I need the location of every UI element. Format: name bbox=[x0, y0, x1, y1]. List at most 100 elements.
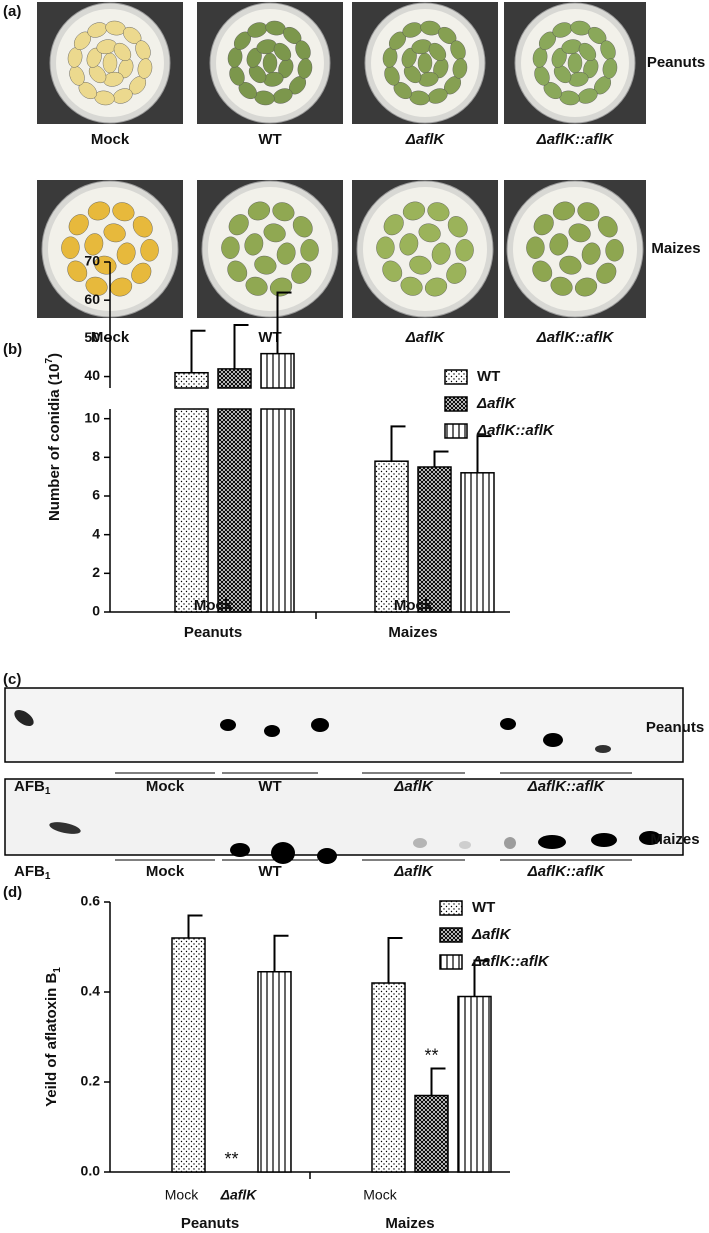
tlc-row: Maizes bbox=[650, 831, 699, 848]
seed bbox=[113, 42, 132, 61]
y-tick-label: 0.0 bbox=[81, 1163, 101, 1179]
bar bbox=[217, 368, 252, 389]
seed bbox=[273, 42, 292, 61]
legend-swatch bbox=[439, 927, 463, 943]
legend-label: WT bbox=[472, 899, 495, 916]
x-sublabel: Mock bbox=[194, 597, 233, 614]
legend-swatch bbox=[444, 423, 468, 439]
seed bbox=[228, 214, 249, 236]
seed bbox=[605, 239, 624, 262]
seed bbox=[67, 260, 88, 282]
seed bbox=[581, 242, 601, 265]
seed bbox=[292, 216, 313, 238]
y-axis-label: Number of conidia (107) bbox=[44, 353, 63, 521]
photo-caption: Mock bbox=[91, 131, 130, 148]
seed bbox=[137, 58, 153, 79]
y-tick-label: 0.6 bbox=[81, 893, 101, 909]
legend-label: ΔaflK bbox=[471, 926, 512, 943]
seed bbox=[577, 202, 600, 222]
seed bbox=[244, 233, 264, 256]
seed bbox=[85, 276, 108, 296]
seed bbox=[131, 262, 152, 284]
seed bbox=[550, 276, 573, 296]
bar bbox=[260, 408, 295, 613]
photo-caption: ΔaflK::aflK bbox=[536, 329, 615, 346]
y-label-text: Yeild of aflatoxin B bbox=[43, 973, 60, 1107]
x-sublabel: Mock bbox=[394, 597, 433, 614]
tlc-group: WT bbox=[258, 778, 281, 795]
seed bbox=[526, 236, 545, 259]
y-tick-label: 50 bbox=[84, 329, 100, 345]
y-tick-label: 6 bbox=[92, 487, 100, 503]
seed bbox=[532, 260, 553, 282]
bar bbox=[457, 995, 492, 1173]
y-tick-label: 60 bbox=[84, 291, 100, 307]
seed bbox=[112, 202, 135, 222]
tlc-group: Mock bbox=[146, 863, 185, 880]
seed bbox=[245, 276, 268, 296]
y-tick-label: 0 bbox=[92, 603, 100, 619]
tlc-group: WT bbox=[258, 863, 281, 880]
bar bbox=[217, 408, 252, 613]
tlc-group: ΔaflK::aflK bbox=[527, 863, 606, 880]
seed bbox=[447, 216, 468, 238]
photo-caption: ΔaflK::aflK bbox=[536, 131, 615, 148]
y-label-sub: 1 bbox=[52, 967, 63, 973]
tlc-group: ΔaflK bbox=[393, 778, 434, 795]
category-label: Maizes bbox=[388, 624, 437, 641]
bar bbox=[460, 472, 495, 613]
seed bbox=[409, 255, 432, 275]
legend-swatch bbox=[444, 396, 468, 412]
marker-text: AFB bbox=[14, 778, 45, 795]
seed bbox=[140, 239, 159, 262]
y-tick-label: 4 bbox=[92, 525, 100, 541]
tlc-group: Mock bbox=[146, 778, 185, 795]
bar bbox=[174, 408, 209, 613]
seed bbox=[103, 223, 126, 243]
category-label: Peanuts bbox=[184, 624, 242, 641]
seed bbox=[574, 277, 598, 297]
y-tick-label: 2 bbox=[92, 564, 100, 580]
seed bbox=[567, 52, 583, 74]
marker-text: AFB bbox=[14, 863, 45, 880]
panel-label: (a) bbox=[3, 3, 21, 20]
tlc-plate bbox=[4, 687, 684, 763]
y-tick-label: 0.2 bbox=[81, 1073, 101, 1089]
y-tick-label: 40 bbox=[84, 367, 100, 383]
seed bbox=[418, 223, 441, 243]
photo-caption: WT bbox=[258, 329, 281, 346]
seed bbox=[399, 233, 419, 256]
seed bbox=[549, 233, 569, 256]
seed bbox=[61, 236, 80, 259]
y-label-sup: 7 bbox=[44, 358, 55, 364]
seed bbox=[262, 52, 278, 74]
x-sublabel: Mock bbox=[363, 1187, 397, 1203]
significance: ** bbox=[224, 1149, 238, 1169]
seed bbox=[417, 52, 433, 74]
bar bbox=[174, 371, 209, 389]
tlc-group: ΔaflK bbox=[393, 863, 434, 880]
bar bbox=[374, 460, 409, 613]
seed bbox=[455, 239, 474, 262]
bar bbox=[417, 466, 452, 613]
x-sublabel: ΔaflK bbox=[220, 1187, 258, 1203]
seed bbox=[602, 58, 618, 79]
seed bbox=[431, 242, 451, 265]
seed bbox=[533, 214, 554, 236]
bar bbox=[257, 971, 292, 1173]
legend-label: ΔaflK::aflK bbox=[476, 422, 555, 439]
marker-sub: 1 bbox=[45, 871, 51, 882]
category-label: Peanuts bbox=[181, 1215, 239, 1232]
x-sublabel: Mock bbox=[165, 1187, 199, 1203]
seed bbox=[247, 201, 271, 221]
seed bbox=[452, 58, 468, 79]
seed bbox=[263, 223, 286, 243]
seed bbox=[376, 236, 395, 259]
seed bbox=[427, 202, 450, 222]
legend-label: ΔaflK bbox=[476, 395, 517, 412]
seed bbox=[596, 262, 617, 284]
seed bbox=[132, 216, 153, 238]
tlc-plate bbox=[4, 778, 684, 856]
